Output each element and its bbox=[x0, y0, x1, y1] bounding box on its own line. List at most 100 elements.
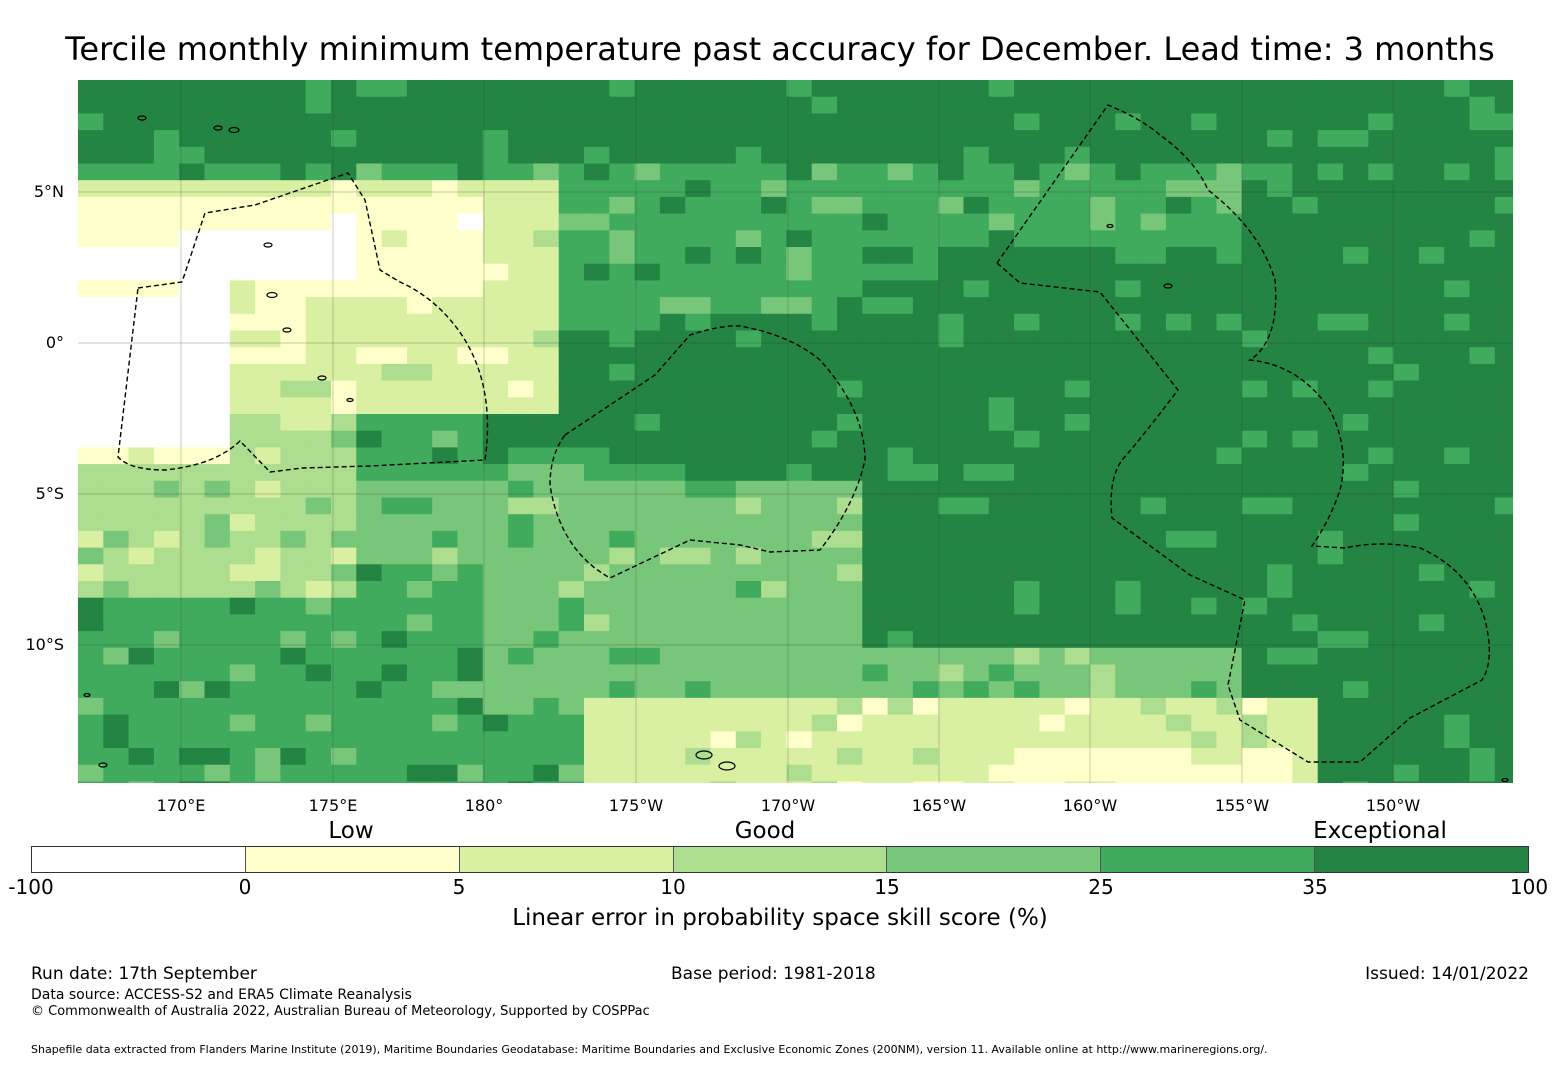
skill-cell-422 bbox=[659, 196, 686, 215]
skill-cell-1855 bbox=[862, 614, 889, 632]
skill-cell-1069 bbox=[1165, 380, 1192, 398]
skill-cell-998 bbox=[811, 363, 838, 382]
skill-cell-241 bbox=[406, 146, 433, 164]
skill-cell-1642 bbox=[1241, 547, 1268, 565]
skill-cell-2353 bbox=[482, 764, 509, 782]
skill-cell-314 bbox=[811, 163, 838, 181]
skill-cell-2164 bbox=[1469, 697, 1496, 716]
skill-cell-1336 bbox=[710, 464, 737, 482]
skill-cell-14 bbox=[432, 80, 458, 98]
skill-cell-1084 bbox=[103, 397, 130, 415]
skill-cell-1298 bbox=[1191, 447, 1217, 465]
skill-cell-785 bbox=[1191, 297, 1217, 315]
skill-cell-702 bbox=[533, 280, 560, 298]
colorbar-tick: 0 bbox=[238, 875, 252, 899]
skill-cell-1750 bbox=[1090, 581, 1116, 599]
skill-cell-1652 bbox=[1494, 547, 1513, 565]
skill-cell-2385 bbox=[1292, 764, 1319, 782]
skill-cell-1015 bbox=[1241, 363, 1268, 382]
skill-cell-1653 bbox=[78, 564, 104, 582]
skill-cell-87 bbox=[837, 96, 863, 114]
skill-cell-568 bbox=[1469, 230, 1496, 248]
skill-cell-2169 bbox=[153, 714, 180, 732]
skill-cell-436 bbox=[1014, 196, 1040, 215]
skill-cell-683 bbox=[1494, 263, 1513, 281]
skill-cell-1111 bbox=[786, 397, 813, 415]
skill-cell-1686 bbox=[912, 564, 939, 582]
skill-cell-2426 bbox=[887, 781, 914, 783]
skill-cell-688 bbox=[179, 280, 205, 298]
skill-cell-1887 bbox=[229, 631, 256, 649]
skill-cell-45 bbox=[1216, 80, 1243, 98]
skill-cell-1984 bbox=[1241, 647, 1268, 665]
skill-cell-1760 bbox=[1343, 581, 1369, 599]
skill-cell-128 bbox=[432, 113, 458, 131]
skill-cell-396 bbox=[1444, 180, 1470, 198]
skill-cell-951 bbox=[1064, 347, 1091, 365]
skill-cell-1598 bbox=[128, 547, 155, 565]
skill-cell-2238 bbox=[457, 731, 484, 749]
skill-cell-2143 bbox=[938, 697, 964, 716]
skill-cell-2060 bbox=[280, 681, 307, 699]
skill-cell-1449 bbox=[685, 497, 711, 515]
skill-cell-1802 bbox=[963, 597, 990, 615]
skill-cell-2409 bbox=[457, 781, 484, 783]
skill-cell-415 bbox=[482, 196, 509, 215]
skill-cell-892 bbox=[1014, 330, 1040, 348]
skill-cell-961 bbox=[1317, 347, 1344, 365]
skill-cell-596 bbox=[735, 247, 762, 265]
skill-cell-1284 bbox=[837, 447, 863, 465]
skill-cell-432 bbox=[912, 196, 939, 215]
skill-cell-2293 bbox=[406, 748, 433, 766]
skill-cell-546 bbox=[912, 230, 939, 248]
skill-cell-989 bbox=[584, 363, 610, 382]
skill-cell-2231 bbox=[280, 731, 307, 749]
skill-cell-1123 bbox=[1090, 397, 1116, 415]
skill-cell-1443 bbox=[533, 497, 560, 515]
skill-cell-496 bbox=[1090, 213, 1116, 231]
skill-cell-2107 bbox=[1469, 681, 1496, 699]
skill-cell-345 bbox=[153, 180, 180, 198]
skill-cell-1034 bbox=[280, 380, 307, 398]
skill-cell-1246 bbox=[1317, 430, 1344, 448]
skill-cell-198 bbox=[761, 130, 787, 148]
skill-cell-664 bbox=[1014, 263, 1040, 281]
skill-cell-2408 bbox=[432, 781, 458, 783]
skill-cell-1096 bbox=[406, 397, 433, 415]
skill-cell-2361 bbox=[685, 764, 711, 782]
skill-cell-272 bbox=[1191, 146, 1217, 164]
skill-cell-1154 bbox=[432, 414, 458, 432]
colorbar-tick: 25 bbox=[1088, 875, 1114, 899]
latitude-tick-label: 10°S bbox=[25, 635, 64, 654]
skill-cell-1667 bbox=[432, 564, 458, 582]
skill-cell-141 bbox=[761, 113, 787, 131]
skill-cell-1372 bbox=[179, 480, 205, 498]
skill-cell-701 bbox=[508, 280, 534, 298]
skill-cell-401 bbox=[128, 196, 155, 215]
skill-cell-1570 bbox=[862, 530, 889, 549]
skill-cell-58 bbox=[103, 96, 130, 114]
skill-cell-2096 bbox=[1191, 681, 1217, 699]
skill-cell-957 bbox=[1216, 347, 1243, 365]
skill-cell-1377 bbox=[305, 480, 332, 498]
skill-cell-1572 bbox=[912, 530, 939, 549]
skill-cell-630 bbox=[153, 263, 180, 281]
skill-cell-682 bbox=[1469, 263, 1496, 281]
skill-cell-451 bbox=[1393, 196, 1420, 215]
skill-cell-1562 bbox=[659, 530, 686, 549]
skill-cell-218 bbox=[1267, 130, 1293, 148]
skill-cell-1289 bbox=[963, 447, 990, 465]
skill-cell-129 bbox=[457, 113, 484, 131]
skill-cell-796 bbox=[1469, 297, 1496, 315]
skill-cell-414 bbox=[457, 196, 484, 215]
skill-cell-319 bbox=[938, 163, 964, 181]
skill-cell-1025 bbox=[1494, 363, 1513, 382]
skill-cell-148 bbox=[938, 113, 964, 131]
longitude-tick-label: 175°W bbox=[608, 796, 664, 815]
skill-cell-516 bbox=[153, 230, 180, 248]
skill-cell-1440 bbox=[457, 497, 484, 515]
skill-cell-1830 bbox=[229, 614, 256, 632]
skill-cell-2183 bbox=[508, 714, 534, 732]
skill-cell-1814 bbox=[1267, 597, 1293, 615]
skill-cell-1045 bbox=[558, 380, 585, 398]
